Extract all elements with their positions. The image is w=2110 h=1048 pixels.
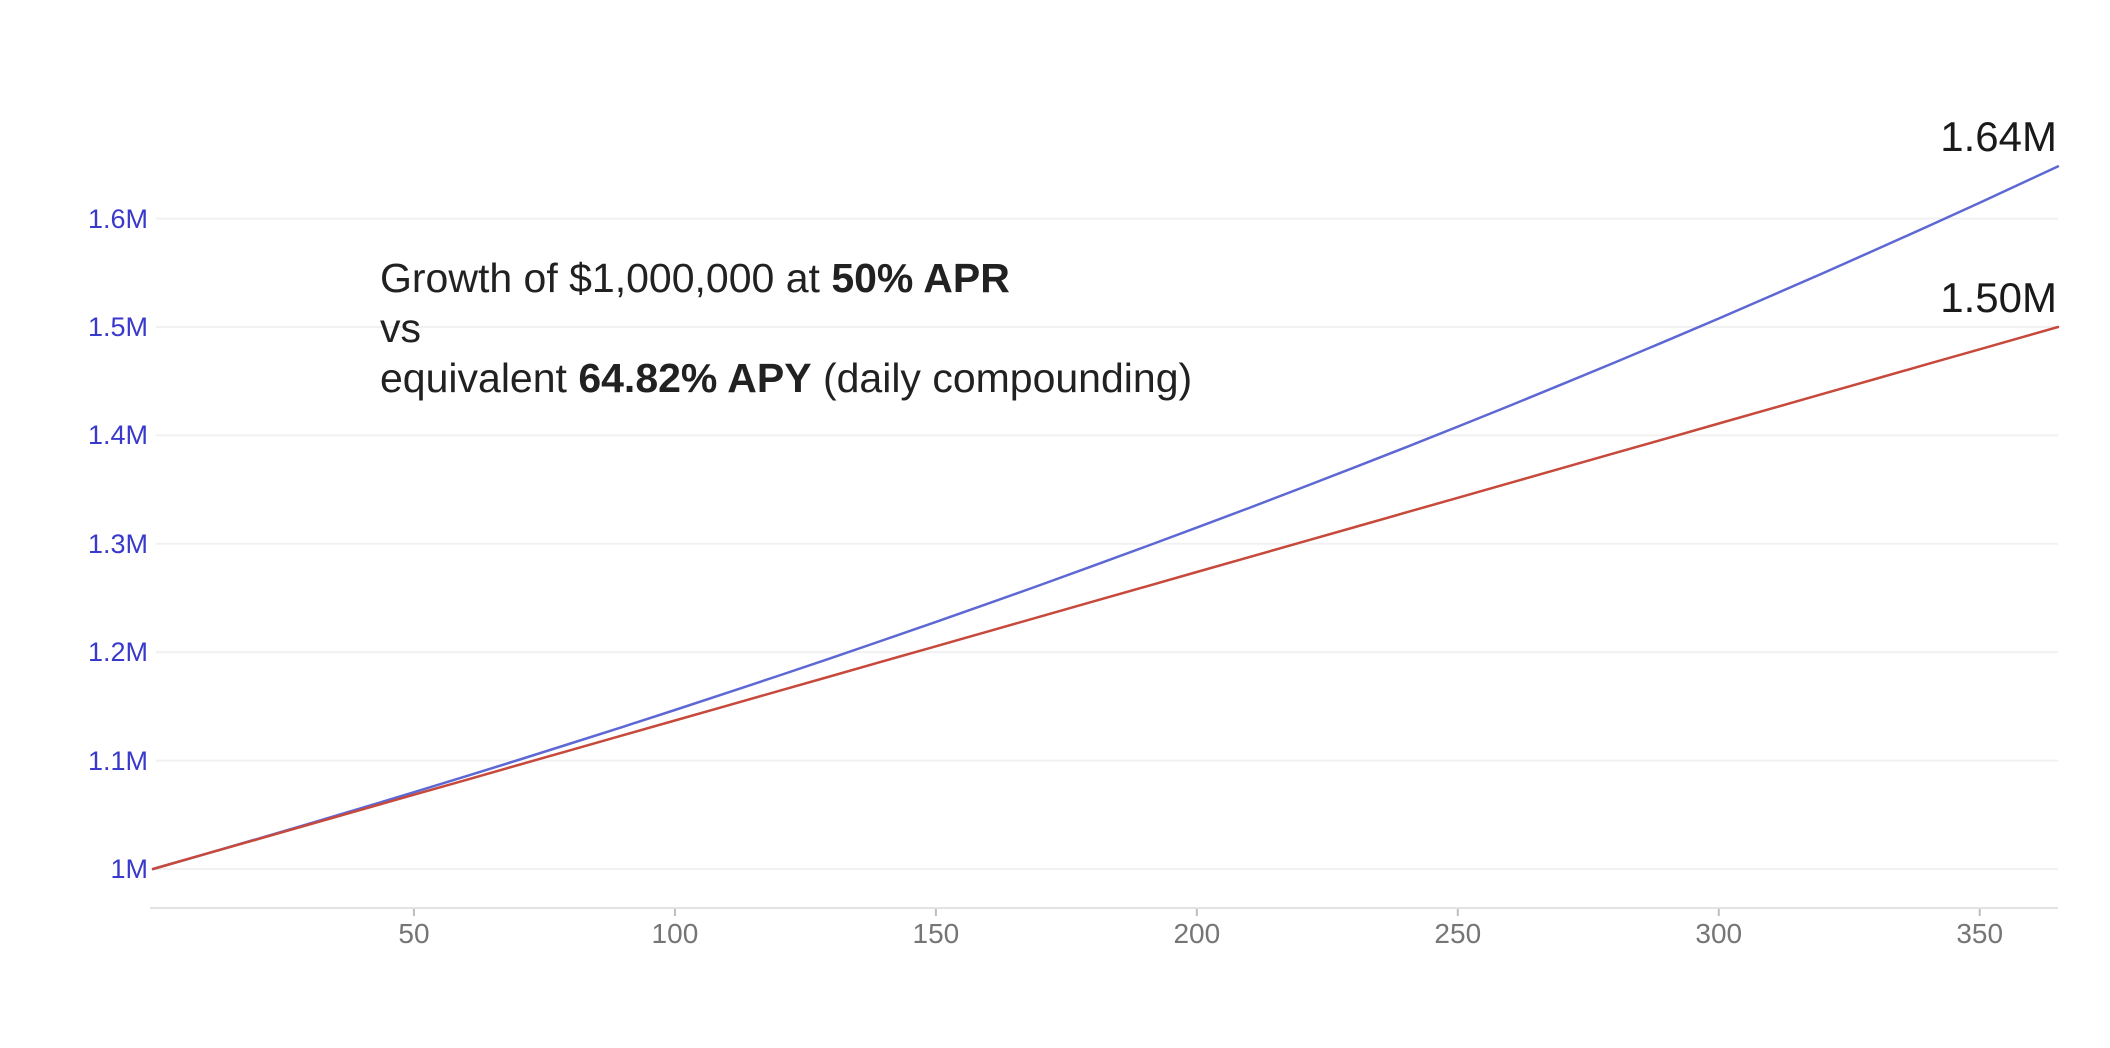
y-axis-label-1M: 1M bbox=[110, 854, 148, 884]
series-line-0 bbox=[151, 165, 2060, 871]
x-axis-label-100: 100 bbox=[651, 918, 699, 949]
title-text: equivalent bbox=[380, 355, 579, 401]
y-axis-label-1.4M: 1.4M bbox=[87, 420, 148, 451]
title-text: (daily compounding) bbox=[811, 355, 1193, 401]
series-end-label-apy: 1.64M bbox=[1940, 113, 2057, 161]
x-axis-label-300: 300 bbox=[1695, 918, 1743, 949]
series-line-1 bbox=[151, 325, 2060, 871]
chart-title-line-1: Growth of $1,000,000 at 50% APR bbox=[380, 253, 1192, 303]
title-text: vs bbox=[380, 305, 421, 351]
chart-title-line-3: equivalent 64.82% APY (daily compounding… bbox=[380, 353, 1192, 403]
y-axis-label-1.3M: 1.3M bbox=[87, 528, 148, 559]
series-end-label-apr: 1.50M bbox=[1940, 274, 2057, 321]
x-axis-label-200: 200 bbox=[1173, 918, 1221, 949]
title-text-bold: 50% APR bbox=[831, 255, 1010, 301]
y-axis-label-1.6M: 1.6M bbox=[87, 203, 148, 234]
chart-title-line-2: vs bbox=[380, 303, 1192, 353]
x-axis-label-50: 50 bbox=[398, 918, 430, 949]
x-axis-label-350: 350 bbox=[1956, 918, 2004, 949]
y-axis-label-1.1M: 1.1M bbox=[87, 745, 148, 776]
chart-title: Growth of $1,000,000 at 50% APR vs equiv… bbox=[380, 253, 1192, 403]
x-axis-label-150: 150 bbox=[912, 918, 960, 949]
y-axis-label-1.2M: 1.2M bbox=[87, 637, 148, 668]
y-axis-label-1.5M: 1.5M bbox=[87, 312, 148, 342]
title-text-bold: 64.82% APY bbox=[578, 355, 812, 401]
x-axis-label-250: 250 bbox=[1434, 918, 1482, 949]
title-text: Growth of $1,000,000 at bbox=[380, 255, 832, 301]
